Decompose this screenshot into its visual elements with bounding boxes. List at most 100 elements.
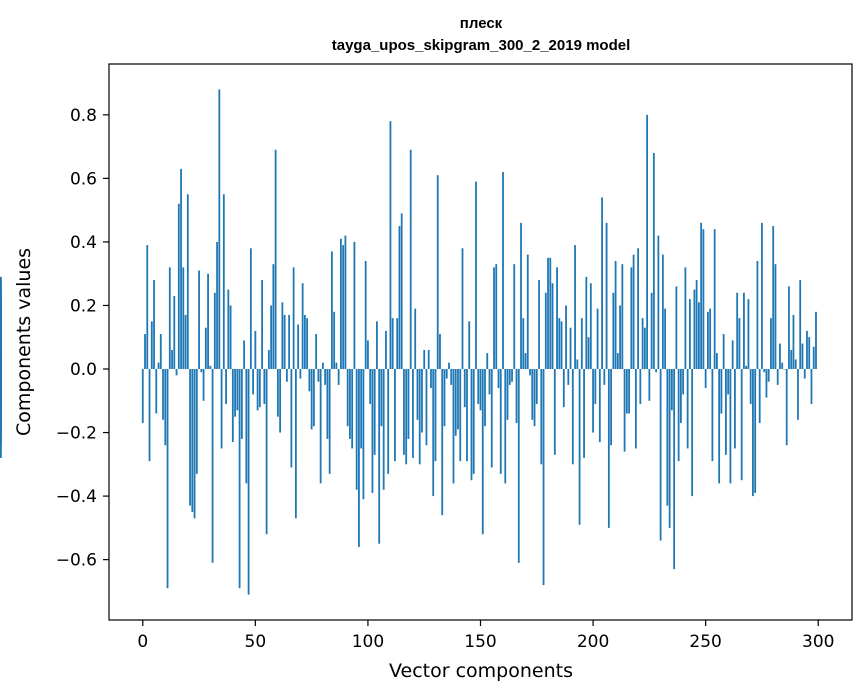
bar-103: [373, 369, 376, 455]
bar-255: [716, 353, 718, 370]
bar-221: [639, 369, 642, 404]
bar-95: [355, 369, 358, 490]
bar-70: [299, 369, 302, 379]
bar-45: [243, 340, 245, 369]
bar-173: [531, 369, 534, 420]
bar-150: [479, 369, 482, 411]
bar-172: [529, 369, 531, 376]
bar-127: [427, 349, 430, 369]
bar-135: [445, 369, 448, 379]
bar-17: [180, 168, 182, 370]
bar-86: [335, 362, 338, 369]
bar-209: [612, 292, 615, 369]
bar-36: [222, 194, 225, 369]
bar-89: [342, 245, 345, 370]
bar-112: [394, 369, 396, 462]
bar-155: [490, 369, 493, 468]
bar-210: [614, 260, 617, 369]
bar-97: [360, 369, 363, 449]
bar-157: [495, 264, 498, 370]
bar-98: [362, 369, 365, 500]
x-tick-label: 200: [577, 632, 609, 652]
bar-226: [650, 292, 653, 369]
bar-268: [745, 365, 748, 370]
bar-259: [725, 369, 727, 455]
bar-238: [677, 369, 680, 462]
bar-246: [695, 280, 698, 370]
bar-201: [594, 369, 597, 404]
bar-179: [544, 292, 547, 369]
bar-243: [688, 299, 691, 370]
bar-215: [625, 369, 628, 414]
bar-137: [450, 369, 453, 385]
bar-264: [736, 292, 739, 369]
bar-299: [815, 311, 817, 370]
bar-232: [664, 308, 667, 370]
y-tick-label: −0.4: [56, 487, 97, 507]
bar-73: [306, 318, 309, 369]
bar-44: [240, 369, 243, 439]
bar-67: [292, 267, 295, 370]
bar-295: [806, 330, 808, 370]
bar-196: [583, 369, 585, 458]
bar-104: [376, 321, 378, 370]
bar-91: [346, 369, 349, 427]
bar-219: [634, 369, 637, 449]
bar-61: [279, 369, 282, 433]
bar-138: [452, 369, 455, 484]
chart-title: плеск: [460, 15, 503, 32]
bar-undefined: [0, 369, 2, 446]
bar-29: [207, 273, 209, 369]
bar-270: [749, 369, 752, 404]
bar-208: [610, 369, 612, 446]
bar-266: [740, 369, 743, 481]
bar-87: [337, 369, 340, 385]
bar-93: [351, 369, 354, 449]
bar-211: [616, 353, 619, 370]
bar-240: [682, 369, 685, 395]
bar-1: [144, 334, 146, 370]
bar-222: [641, 318, 644, 369]
bar-282: [776, 369, 779, 385]
bar-291: [797, 369, 799, 420]
bar-185: [558, 318, 561, 369]
bar-187: [562, 369, 565, 408]
bar-48: [249, 248, 252, 369]
bar-198: [587, 337, 590, 369]
x-tick-label: 50: [245, 632, 267, 652]
bar-274: [758, 369, 761, 424]
bar-123: [418, 369, 421, 465]
bar-163: [508, 369, 511, 385]
bar-159: [499, 369, 502, 474]
bar-230: [659, 369, 662, 541]
bar-203: [598, 369, 601, 443]
bar-56: [267, 349, 270, 369]
bar-21: [189, 369, 191, 506]
bar-273: [756, 260, 759, 369]
bar-256: [718, 369, 721, 484]
bar-258: [722, 334, 725, 370]
bar-109: [387, 369, 390, 474]
bar-124: [421, 369, 423, 433]
bar-297: [810, 369, 813, 404]
bar-47: [247, 369, 250, 595]
bar-286: [785, 369, 788, 446]
bar-25: [198, 270, 200, 369]
bar-296: [808, 337, 811, 369]
bar-190: [569, 327, 572, 369]
bar-106: [380, 369, 383, 427]
bar-242: [686, 369, 689, 449]
bar-257: [720, 369, 723, 414]
bar-125: [423, 349, 426, 369]
bar-2: [146, 245, 149, 370]
bar-188: [565, 305, 567, 369]
y-axis-label: Components values: [13, 248, 35, 436]
bar-18: [182, 267, 185, 370]
bar-265: [738, 318, 741, 369]
bar-220: [637, 248, 640, 369]
bar-160: [502, 172, 504, 369]
bar-27: [202, 369, 205, 401]
bar-80: [321, 362, 324, 369]
bar-174: [533, 369, 536, 427]
bar-121: [414, 308, 417, 370]
